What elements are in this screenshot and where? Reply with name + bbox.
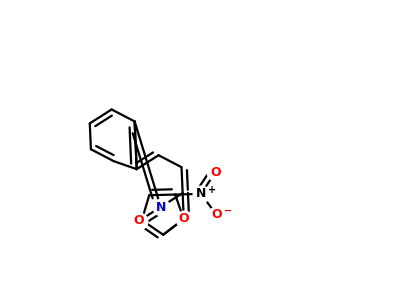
Text: O: O bbox=[178, 212, 189, 226]
Text: −: − bbox=[224, 206, 232, 216]
Text: O: O bbox=[210, 166, 221, 179]
Text: N: N bbox=[156, 200, 166, 214]
Text: +: + bbox=[208, 185, 216, 195]
Text: N: N bbox=[196, 188, 206, 200]
Text: O: O bbox=[211, 208, 222, 221]
Text: O: O bbox=[134, 214, 144, 227]
